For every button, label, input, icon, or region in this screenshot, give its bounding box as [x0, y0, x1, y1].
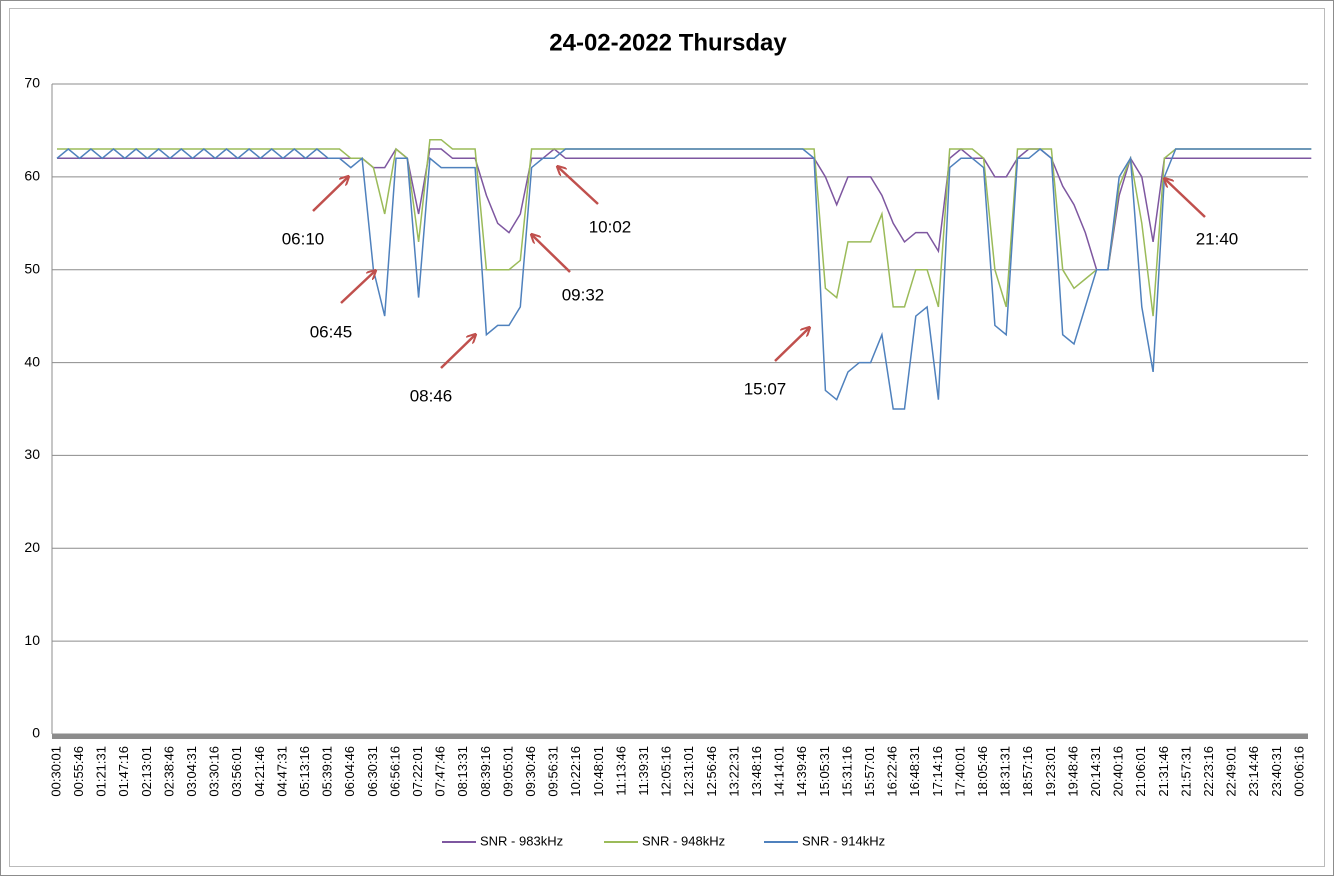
y-tick-label: 70 — [24, 75, 40, 91]
y-tick-label: 30 — [24, 446, 40, 462]
annotation: 15:07 — [744, 379, 787, 398]
x-tick-label: 15:05:31 — [817, 746, 832, 797]
x-tick-label: 21:06:01 — [1133, 746, 1148, 797]
annotation: 09:32 — [562, 285, 605, 304]
legend-label: SNR - 914kHz — [802, 833, 885, 848]
x-tick-label: 10:22:16 — [568, 746, 583, 797]
x-tick-label: 06:04:46 — [342, 746, 357, 797]
x-tick-label: 08:39:16 — [478, 746, 493, 797]
legend-label: SNR - 983kHz — [480, 833, 563, 848]
x-tick-label: 13:22:31 — [726, 746, 741, 797]
annotation-arrow — [1165, 179, 1206, 218]
annotation-arrow — [440, 335, 475, 369]
annotation: 21:40 — [1196, 229, 1239, 248]
x-tick-label: 02:13:01 — [139, 746, 154, 797]
x-tick-label: 11:39:31 — [636, 746, 651, 796]
x-tick-label: 07:47:46 — [433, 746, 448, 797]
y-tick-label: 20 — [24, 539, 40, 555]
x-tick-label: 06:30:31 — [365, 746, 380, 797]
x-tick-label: 02:38:46 — [161, 746, 176, 797]
x-tick-label: 13:48:16 — [749, 746, 764, 797]
annotation: 10:02 — [589, 217, 632, 236]
x-tick-label: 12:31:01 — [681, 746, 696, 797]
x-tick-label: 23:14:46 — [1246, 746, 1261, 797]
x-axis — [52, 734, 1308, 739]
annotation-arrow — [558, 167, 599, 205]
x-tick-label: 22:23:16 — [1201, 746, 1216, 797]
x-tick-label: 17:14:16 — [930, 746, 945, 797]
x-tick-label: 00:30:01 — [48, 746, 63, 797]
x-tick-label: 09:56:31 — [546, 746, 561, 797]
x-tick-label: 21:31:46 — [1156, 746, 1171, 797]
series-line — [56, 148, 1312, 410]
x-tick-label: 04:21:46 — [252, 746, 267, 797]
y-tick-label: 50 — [24, 260, 40, 276]
x-tick-label: 18:57:16 — [1020, 746, 1035, 797]
x-tick-label: 01:21:31 — [94, 746, 109, 797]
x-tick-label: 15:31:16 — [839, 746, 854, 797]
y-tick-label: 10 — [24, 632, 40, 648]
x-tick-label: 05:39:01 — [320, 746, 335, 797]
x-tick-label: 17:40:01 — [952, 746, 967, 797]
x-tick-label: 18:31:31 — [998, 746, 1013, 797]
x-tick-label: 04:47:31 — [274, 746, 289, 797]
x-tick-label: 16:48:31 — [907, 746, 922, 797]
x-tick-label: 11:13:46 — [613, 746, 628, 796]
x-tick-label: 14:14:01 — [772, 746, 787, 797]
x-tick-label: 19:23:01 — [1043, 746, 1058, 797]
x-tick-label: 01:47:16 — [116, 746, 131, 797]
annotation-arrow — [774, 328, 809, 362]
x-tick-label: 09:05:01 — [500, 746, 515, 797]
annotation: 06:10 — [282, 229, 325, 248]
y-tick-label: 40 — [24, 353, 40, 369]
x-tick-label: 00:06:16 — [1291, 746, 1306, 797]
annotation: 06:45 — [310, 322, 353, 341]
x-tick-label: 21:57:31 — [1178, 746, 1193, 797]
x-tick-label: 03:30:16 — [207, 746, 222, 797]
x-tick-label: 03:04:31 — [184, 746, 199, 797]
x-tick-label: 20:40:16 — [1111, 746, 1126, 797]
x-tick-label: 09:30:46 — [523, 746, 538, 797]
y-tick-label: 60 — [24, 168, 40, 184]
annotation-arrow — [340, 271, 375, 304]
x-tick-label: 19:48:46 — [1065, 746, 1080, 797]
legend-label: SNR - 948kHz — [642, 833, 725, 848]
x-tick-label: 18:05:46 — [975, 746, 990, 797]
annotation-arrow — [312, 177, 348, 212]
x-tick-label: 07:22:01 — [410, 746, 425, 797]
chart-title: 24-02-2022 Thursday — [549, 29, 787, 56]
x-tick-label: 10:48:01 — [591, 746, 606, 797]
x-tick-label: 00:55:46 — [71, 746, 86, 797]
x-tick-label: 14:39:46 — [794, 746, 809, 797]
x-tick-label: 03:56:01 — [229, 746, 244, 797]
x-tick-label: 12:05:16 — [659, 746, 674, 797]
x-tick-label: 20:14:31 — [1088, 746, 1103, 797]
x-tick-label: 05:13:16 — [297, 746, 312, 797]
annotation-arrow — [532, 235, 571, 273]
x-tick-label: 23:40:31 — [1269, 746, 1284, 797]
annotation: 08:46 — [410, 386, 453, 405]
x-tick-label: 06:56:16 — [387, 746, 402, 797]
y-tick-label: 0 — [32, 725, 40, 741]
x-tick-label: 08:13:31 — [455, 746, 470, 797]
x-tick-label: 15:57:01 — [862, 746, 877, 797]
x-tick-label: 12:56:46 — [704, 746, 719, 797]
x-tick-label: 22:49:01 — [1224, 746, 1239, 797]
x-tick-label: 16:22:46 — [885, 746, 900, 797]
